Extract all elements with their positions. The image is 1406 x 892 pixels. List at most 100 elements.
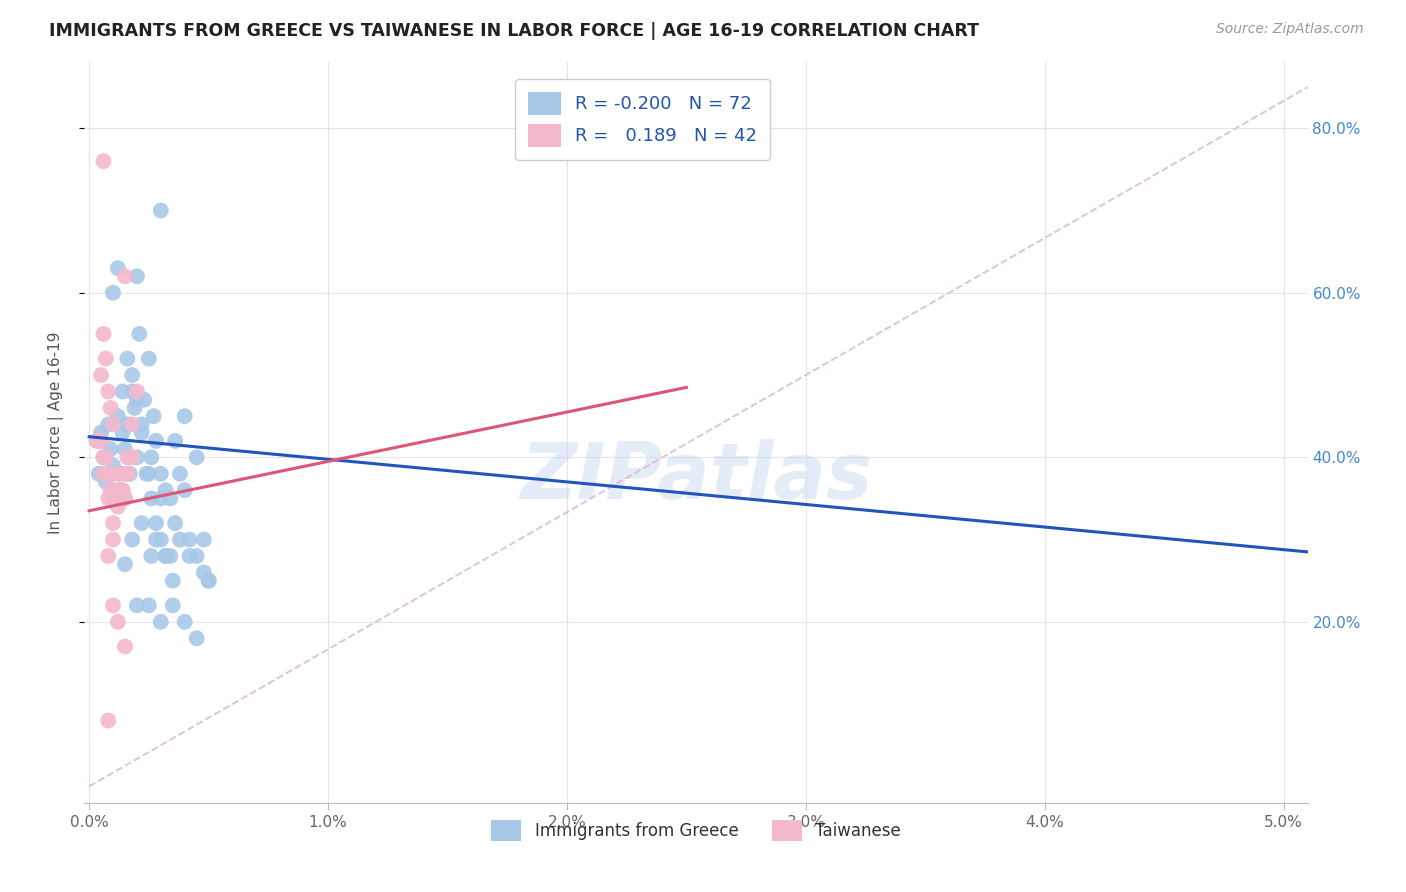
Point bbox=[94, 450, 117, 465]
Text: ZIPatlas: ZIPatlas bbox=[520, 439, 872, 515]
Point bbox=[117, 351, 139, 366]
Point bbox=[138, 467, 160, 481]
Point bbox=[165, 516, 187, 530]
Point bbox=[101, 458, 124, 473]
Point bbox=[101, 417, 124, 432]
Point bbox=[97, 714, 120, 728]
Point bbox=[173, 615, 195, 629]
Point bbox=[93, 467, 115, 481]
Point bbox=[111, 483, 134, 498]
Point bbox=[125, 392, 148, 407]
Point bbox=[138, 599, 160, 613]
Point bbox=[128, 326, 150, 341]
Point bbox=[141, 450, 163, 465]
Point bbox=[162, 599, 184, 613]
Point bbox=[117, 450, 139, 465]
Point bbox=[114, 442, 136, 456]
Point bbox=[87, 467, 110, 481]
Point bbox=[90, 368, 112, 382]
Point bbox=[114, 491, 136, 506]
Point bbox=[104, 467, 127, 481]
Point bbox=[111, 425, 134, 440]
Point bbox=[100, 442, 122, 456]
Point bbox=[149, 203, 172, 218]
Point bbox=[101, 516, 124, 530]
Point bbox=[121, 384, 143, 399]
Point bbox=[93, 326, 115, 341]
Point bbox=[131, 516, 153, 530]
Legend: Immigrants from Greece, Taiwanese: Immigrants from Greece, Taiwanese bbox=[485, 813, 907, 847]
Point bbox=[117, 467, 139, 481]
Point bbox=[131, 425, 153, 440]
Point bbox=[155, 483, 177, 498]
Point bbox=[145, 434, 167, 448]
Point bbox=[87, 434, 110, 448]
Point bbox=[121, 450, 143, 465]
Point bbox=[173, 409, 195, 424]
Point bbox=[193, 566, 215, 580]
Text: IMMIGRANTS FROM GREECE VS TAIWANESE IN LABOR FORCE | AGE 16-19 CORRELATION CHART: IMMIGRANTS FROM GREECE VS TAIWANESE IN L… bbox=[49, 22, 979, 40]
Point bbox=[114, 558, 136, 572]
Point bbox=[149, 615, 172, 629]
Point bbox=[141, 549, 163, 563]
Point bbox=[155, 549, 177, 563]
Point bbox=[124, 401, 146, 415]
Point bbox=[97, 549, 120, 563]
Point bbox=[117, 417, 139, 432]
Point bbox=[149, 491, 172, 506]
Point bbox=[100, 483, 122, 498]
Point bbox=[155, 549, 177, 563]
Point bbox=[142, 409, 165, 424]
Point bbox=[121, 368, 143, 382]
Point bbox=[107, 615, 129, 629]
Point bbox=[149, 467, 172, 481]
Point bbox=[138, 351, 160, 366]
Point bbox=[125, 384, 148, 399]
Point bbox=[94, 475, 117, 489]
Point bbox=[121, 417, 143, 432]
Point bbox=[159, 491, 181, 506]
Point bbox=[118, 450, 141, 465]
Point bbox=[90, 434, 112, 448]
Point bbox=[107, 500, 129, 514]
Point bbox=[93, 154, 115, 169]
Point bbox=[94, 351, 117, 366]
Point bbox=[135, 467, 157, 481]
Point bbox=[193, 533, 215, 547]
Y-axis label: In Labor Force | Age 16-19: In Labor Force | Age 16-19 bbox=[48, 331, 63, 534]
Point bbox=[97, 384, 120, 399]
Point bbox=[162, 574, 184, 588]
Point bbox=[173, 483, 195, 498]
Point bbox=[114, 269, 136, 284]
Point bbox=[101, 491, 124, 506]
Point bbox=[101, 533, 124, 547]
Point bbox=[165, 434, 187, 448]
Point bbox=[131, 417, 153, 432]
Point bbox=[107, 483, 129, 498]
Point bbox=[114, 640, 136, 654]
Point bbox=[84, 434, 107, 448]
Point bbox=[179, 533, 201, 547]
Point bbox=[93, 450, 115, 465]
Point bbox=[101, 467, 124, 481]
Point bbox=[111, 483, 134, 498]
Point bbox=[107, 483, 129, 498]
Point bbox=[186, 450, 208, 465]
Point bbox=[179, 549, 201, 563]
Point bbox=[111, 384, 134, 399]
Point bbox=[97, 491, 120, 506]
Point bbox=[100, 401, 122, 415]
Point bbox=[186, 632, 208, 646]
Point bbox=[149, 533, 172, 547]
Point bbox=[117, 467, 139, 481]
Point bbox=[141, 491, 163, 506]
Point bbox=[97, 417, 120, 432]
Point bbox=[107, 261, 129, 276]
Point bbox=[93, 450, 115, 465]
Point bbox=[114, 491, 136, 506]
Point bbox=[197, 574, 219, 588]
Point bbox=[87, 434, 110, 448]
Point bbox=[97, 467, 120, 481]
Point bbox=[169, 533, 191, 547]
Point bbox=[159, 549, 181, 563]
